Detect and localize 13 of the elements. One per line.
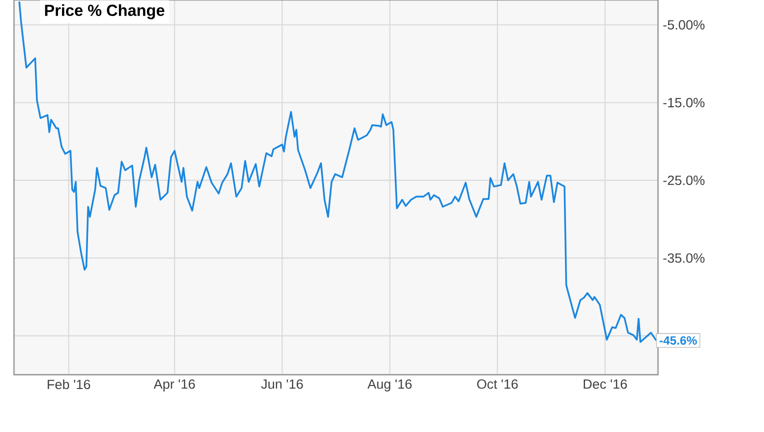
x-tick-label: Apr '16 [154, 379, 195, 392]
line-series [18, 0, 658, 343]
x-tick-label: Aug '16 [367, 379, 412, 392]
x-tick-label: Feb '16 [48, 379, 90, 390]
x-tick-label: Jun '16 [261, 379, 303, 389]
y-tick-label: -5.00% [663, 20, 704, 30]
y-tick-label: -35.0% [663, 253, 704, 263]
x-tick-label: Oct '16 [477, 379, 518, 389]
x-tick-label: Dec '16 [584, 379, 627, 389]
y-tick-label: -25.0% [663, 176, 704, 186]
chart-title: Price % Change [45, 4, 164, 20]
y-tick-label: -15.0% [663, 98, 704, 108]
annotation: -45.6% [660, 336, 697, 345]
